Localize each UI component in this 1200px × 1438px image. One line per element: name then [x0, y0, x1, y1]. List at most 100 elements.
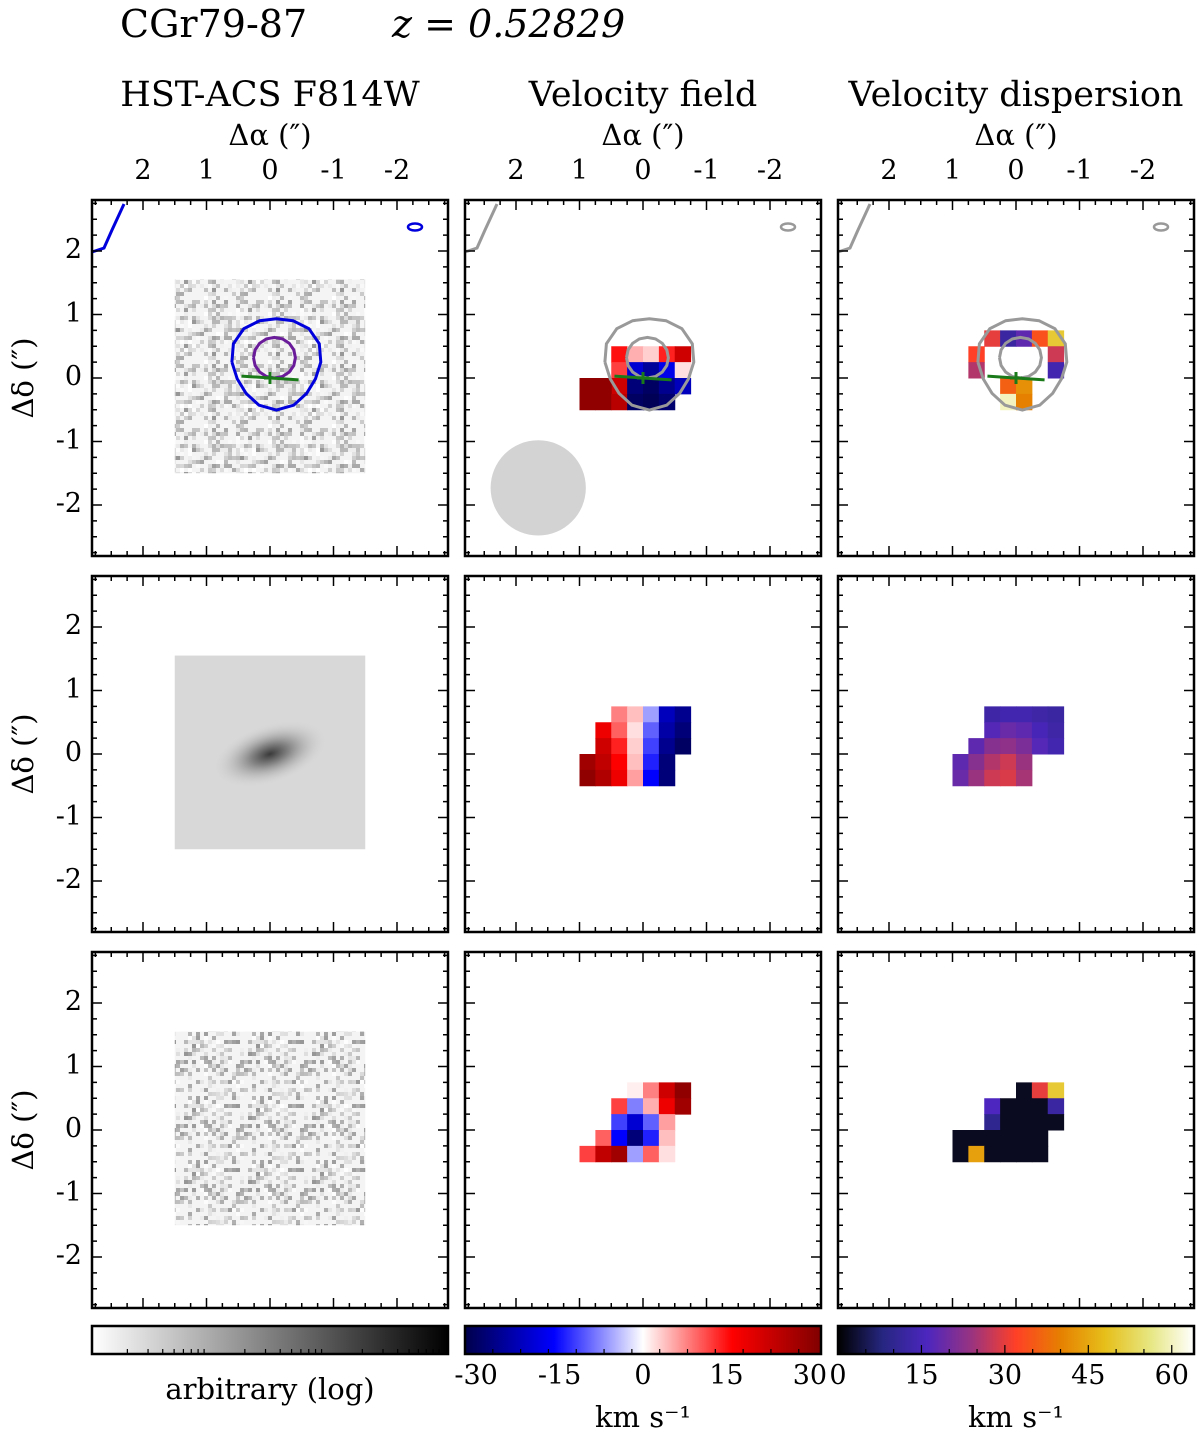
velocity-pixel-4: [674, 346, 692, 363]
x-axis-label-col3: Δα (″): [974, 118, 1058, 152]
dispersion-pixel-7: [1016, 722, 1033, 739]
velocity-pixel-7: [658, 1098, 676, 1115]
velocity-pixel-6: [643, 1098, 660, 1115]
panel-frame-r1-c2: [463, 198, 823, 558]
velocity-pixel-1: [627, 346, 644, 363]
velocity-pixel-15: [658, 738, 676, 755]
velocity-pixel-1: [643, 1082, 660, 1099]
velocity-pixel-12: [611, 738, 628, 755]
velocity-pixel-8: [658, 362, 676, 379]
y-tick-label-row3: -1: [55, 1176, 82, 1208]
velocity-pixel-5: [611, 362, 628, 379]
dispersion-pixel-2: [1047, 1082, 1065, 1099]
dispersion-pixel-13: [952, 1130, 969, 1147]
velocity-pixel-2: [658, 1082, 676, 1099]
velocity-pixel-3: [658, 706, 676, 723]
velocity-pixel-11: [627, 378, 644, 395]
y-tick-label-row2: 1: [64, 673, 82, 705]
colorbar-tick-label-2: -30: [454, 1360, 498, 1391]
velocity-pixel-23: [579, 769, 596, 787]
velocity-pixel-9: [674, 362, 692, 379]
outer-contour-col2: [603, 317, 696, 412]
velocity-pixel-24: [595, 769, 612, 787]
velocity-pixel-0: [611, 346, 628, 363]
dispersion-pixel-0: [984, 706, 1001, 723]
dispersion-pixel-20: [1016, 754, 1033, 771]
dispersion-pixel-16: [952, 754, 969, 771]
panel-velocity-row2: [579, 706, 692, 787]
colorbar-1: [90, 1324, 450, 1356]
velocity-pixel-0: [611, 706, 628, 723]
velocity-pixel-28: [658, 769, 676, 787]
dispersion-pixel-8: [984, 1114, 1001, 1131]
y-tick-label-row1: -1: [55, 424, 82, 456]
dispersion-pixel-12: [1000, 738, 1017, 755]
panel-frame-r3-c3: [836, 950, 1196, 1310]
velocity-pixel-2: [643, 706, 660, 723]
panel-hst-row2: [174, 655, 366, 850]
velocity-pixel-6: [611, 722, 628, 739]
y-tick-label-row3: -2: [55, 1240, 82, 1271]
y-tick-label-row2: -2: [55, 864, 82, 895]
dispersion-pixel-9: [1000, 1114, 1017, 1131]
psf-disk: [490, 440, 586, 536]
dispersion-pixel-0: [984, 330, 1001, 347]
x-tick-label-col3: 0: [1007, 155, 1025, 186]
x-tick-label-col1: 2: [134, 155, 152, 186]
inner-contour-col2: [625, 335, 670, 380]
x-tick-label-col3: 1: [943, 155, 962, 186]
dispersion-pixel-25: [1016, 769, 1033, 787]
velocity-pixel-7: [627, 722, 644, 739]
velocity-pixel-17: [658, 1130, 676, 1147]
velocity-pixel-7: [643, 362, 660, 379]
panel-frame-r3-c2: [463, 950, 823, 1310]
colorbar-label-velocity: km s⁻¹: [594, 1400, 692, 1434]
panel-dispersion-row2: [952, 706, 1065, 787]
velocity-pixel-23: [658, 1145, 676, 1163]
velocity-pixel-5: [595, 722, 612, 739]
y-tick-label-row2: 2: [64, 610, 82, 641]
outer-contour-col3: [976, 317, 1069, 412]
dispersion-pixel-11: [1031, 1114, 1049, 1131]
dispersion-pixel-23: [984, 769, 1001, 787]
dispersion-pixel-5: [984, 722, 1001, 739]
velocity-pixel-8: [643, 722, 660, 739]
dispersion-pixel-15: [1047, 738, 1065, 755]
x-axis-label-col2: Δα (″): [601, 118, 685, 152]
dispersion-pixel-1: [1000, 706, 1017, 723]
panel-velocity-row3: [579, 1082, 692, 1163]
kinematic-center-col3: [1010, 372, 1022, 384]
x-tick-label-col2: 2: [507, 155, 525, 186]
kinematic-center-col2: [637, 372, 649, 384]
inner-contour-col1: [252, 335, 297, 380]
model-galaxy-blob: [212, 719, 328, 789]
column-title-hst: HST-ACS F814W: [120, 75, 420, 115]
velocity-pixel-10: [674, 722, 692, 739]
x-tick-label-col3: -2: [1129, 155, 1157, 186]
dispersion-pixel-19: [952, 1145, 969, 1163]
x-tick-label-col1: -2: [383, 155, 411, 186]
x-tick-label-col1: 0: [261, 155, 279, 186]
y-tick-label-row2: 0: [64, 737, 82, 768]
y-tick-label-row1: 2: [64, 234, 82, 265]
small-loop-contour-col3: [1152, 222, 1170, 232]
colorbar-tick-label-3: 60: [1154, 1360, 1189, 1391]
velocity-pixel-18: [579, 1145, 596, 1163]
dispersion-pixel-22: [1000, 1145, 1017, 1163]
panel-frame-r2-c1: [90, 574, 450, 934]
dispersion-pixel-4: [1047, 706, 1065, 723]
velocity-pixel-9: [611, 1114, 628, 1131]
colorbar-3: [836, 1324, 1196, 1356]
dispersion-pixel-23: [1016, 1145, 1033, 1163]
dispersion-pixel-6: [1047, 346, 1065, 363]
column-title-velocity-dispersion: Velocity dispersion: [848, 75, 1184, 115]
dispersion-pixel-9: [1000, 378, 1017, 395]
dispersion-pixel-5: [968, 346, 985, 363]
object-name: CGr79-87: [120, 2, 308, 46]
x-tick-label-col2: 0: [634, 155, 652, 186]
velocity-pixel-13: [658, 378, 676, 395]
kinematic-center-col1: [264, 372, 276, 384]
velocity-pixel-19: [611, 754, 628, 771]
velocity-pixel-18: [579, 393, 596, 411]
dispersion-pixel-10: [1016, 1114, 1033, 1131]
